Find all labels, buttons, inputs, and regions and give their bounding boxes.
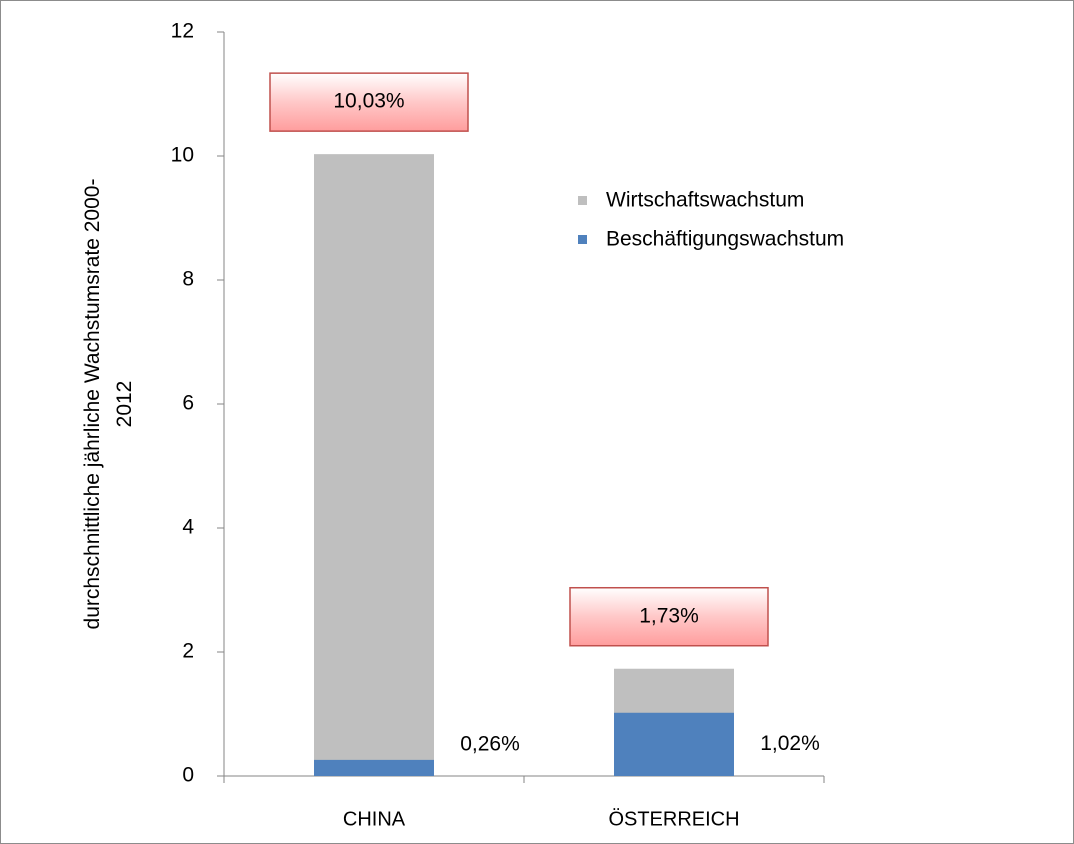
y-tick-label: 8 bbox=[182, 268, 194, 291]
value-label-box bbox=[269, 72, 469, 132]
value-label: 0,26% bbox=[460, 733, 520, 756]
bar bbox=[314, 154, 434, 776]
y-tick-label: 10 bbox=[171, 144, 194, 167]
value-label: 1,73% bbox=[639, 604, 699, 627]
value-label: 1,02% bbox=[760, 732, 820, 755]
x-tick-label: CHINA bbox=[343, 808, 406, 830]
bar bbox=[614, 712, 734, 776]
value-label-box bbox=[569, 586, 769, 647]
legend-swatch bbox=[578, 196, 587, 205]
legend-label: Wirtschaftswachstum bbox=[606, 189, 804, 212]
x-tick-label: ÖSTERREICH bbox=[608, 808, 739, 830]
legend-label: Beschäftigungswachstum bbox=[606, 228, 844, 251]
value-label: 10,03% bbox=[333, 90, 404, 113]
bar bbox=[314, 759, 434, 776]
y-tick-label: 12 bbox=[171, 20, 194, 43]
legend-swatch bbox=[578, 235, 587, 244]
y-axis-label: durchschnittliche jährliche Wachstumsrat… bbox=[81, 179, 136, 630]
y-axis-label-line: durchschnittliche jährliche Wachstumsrat… bbox=[81, 179, 104, 630]
y-tick-label: 2 bbox=[182, 640, 194, 663]
y-tick-label: 4 bbox=[182, 516, 194, 539]
y-tick-label: 0 bbox=[182, 764, 194, 787]
y-axis-label-line: 2012 bbox=[113, 381, 136, 428]
y-tick-label: 6 bbox=[182, 392, 194, 415]
